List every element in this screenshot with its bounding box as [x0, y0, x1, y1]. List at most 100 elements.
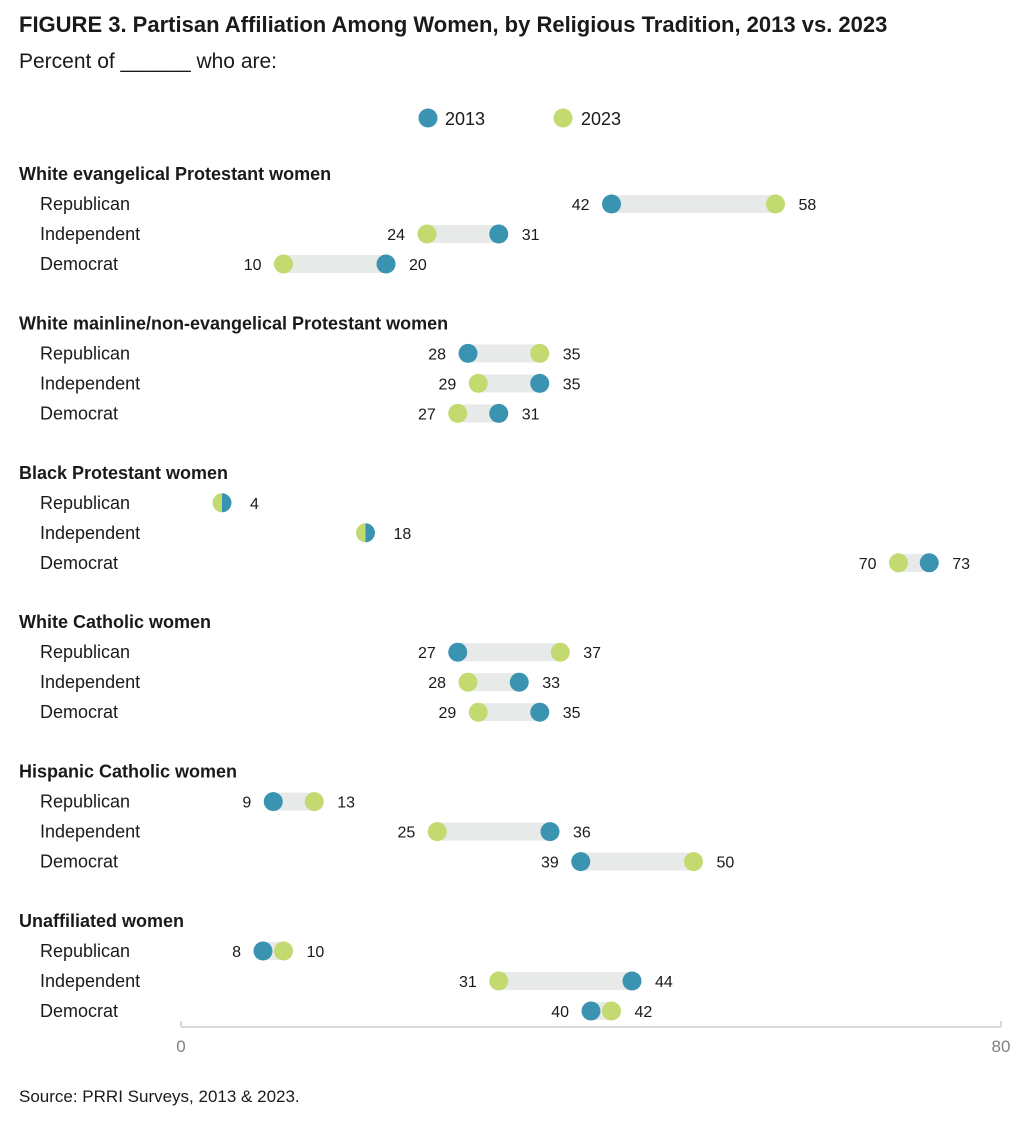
data-label-2023: 13 [337, 795, 355, 812]
point-2023 [766, 194, 785, 214]
row-label: Republican [40, 941, 130, 961]
group-title: White Catholic women [19, 612, 211, 632]
data-label-2023: 25 [397, 825, 415, 842]
row-label: Independent [40, 373, 140, 393]
data-label-2023: 29 [438, 376, 456, 393]
point-2013 [489, 224, 509, 244]
data-label-2023: 28 [428, 675, 446, 692]
range-bar [498, 972, 632, 990]
row-label: Republican [40, 792, 130, 812]
point-2013 [489, 403, 509, 423]
legend-marker-2013 [418, 108, 438, 128]
point-2013 [540, 822, 560, 842]
point-2013 [622, 971, 642, 991]
point-2013 [530, 373, 550, 393]
range-bar [427, 225, 499, 243]
data-label-2013: 39 [541, 855, 559, 872]
data-label-2023: 29 [438, 705, 456, 722]
x-tick-label: 80 [992, 1037, 1011, 1056]
legend-marker-2023 [553, 108, 573, 128]
row-label: Democrat [40, 403, 118, 423]
data-label-2023: 42 [635, 1004, 653, 1021]
range-bar [468, 344, 540, 363]
row-label: Independent [40, 672, 140, 692]
row-label: Republican [40, 194, 130, 214]
data-label-2023: 10 [307, 944, 325, 961]
point-2023 [602, 1001, 621, 1021]
range-bar [611, 195, 776, 213]
group-title: Hispanic Catholic women [19, 762, 237, 782]
point-2023 [458, 672, 478, 692]
chart-title: FIGURE 3. Partisan Affiliation Among Wom… [19, 12, 888, 37]
point-2023 [304, 792, 324, 812]
data-label-2023: 31 [459, 974, 477, 991]
range-bar [457, 643, 561, 662]
row-label: Independent [40, 224, 140, 244]
data-label-2013: 40 [551, 1004, 569, 1021]
data-label-2013: 28 [428, 346, 446, 363]
data-label-2023: 58 [799, 197, 817, 214]
data-label-2023: 27 [418, 406, 436, 423]
range-bar [580, 852, 694, 871]
data-label-2023: 24 [387, 227, 405, 244]
source-note: Source: PRRI Surveys, 2013 & 2023. [19, 1087, 300, 1106]
point-2013 [253, 941, 273, 961]
data-label-2023: 37 [583, 645, 601, 662]
point-2013 [509, 672, 529, 692]
point-2023 [468, 702, 488, 722]
row-label: Independent [40, 971, 140, 991]
point-2023 [427, 822, 447, 842]
row-label: Democrat [40, 1001, 118, 1021]
point-2013 [581, 1001, 601, 1021]
data-label-2023: 70 [859, 556, 877, 573]
data-label-2013: 31 [522, 406, 540, 423]
data-label-2013: 33 [542, 675, 560, 692]
group-title: White mainline/non-evangelical Protestan… [19, 313, 448, 333]
range-bar [273, 792, 315, 811]
row-label: Republican [40, 343, 130, 363]
point-2013 [458, 343, 478, 363]
point-2023 [489, 971, 509, 991]
point-2023 [530, 343, 550, 363]
point-2013 [602, 194, 621, 214]
group-title: Black Protestant women [19, 463, 228, 483]
row-label: Republican [40, 642, 130, 662]
range-bar [478, 374, 540, 393]
point-2023 [684, 852, 703, 872]
range-bar [283, 255, 386, 273]
point-2023 [274, 254, 293, 274]
data-label-2013: 73 [952, 556, 970, 573]
row-label: Independent [40, 822, 140, 842]
point-2013 [448, 642, 468, 662]
group-title: White evangelical Protestant women [19, 164, 331, 184]
chart-subtitle: Percent of ______ who are: [19, 50, 278, 73]
data-label-2023: 35 [563, 346, 581, 363]
data-label-2013: 9 [242, 795, 251, 812]
data-label-2013: 20 [409, 257, 427, 274]
data-label: 18 [394, 526, 412, 543]
row-label: Republican [40, 493, 130, 513]
data-label-2023: 50 [717, 855, 735, 872]
row-label: Democrat [40, 852, 118, 872]
point-2013 [376, 254, 396, 274]
row-label: Democrat [40, 254, 118, 274]
data-label-2013: 35 [563, 376, 581, 393]
range-bar [478, 703, 540, 722]
group-title: Unaffiliated women [19, 911, 184, 931]
point-2023 [550, 642, 570, 662]
point-2013-2023 [212, 493, 232, 513]
data-label-2013: 42 [572, 197, 590, 214]
point-2013 [571, 852, 591, 872]
point-2013 [263, 792, 283, 812]
point-2023 [468, 373, 488, 393]
range-bar [468, 673, 520, 692]
row-label: Democrat [40, 553, 118, 573]
row-label: Democrat [40, 702, 118, 722]
row-label: Independent [40, 523, 140, 543]
range-bar [457, 404, 499, 423]
data-label-2013: 44 [655, 974, 673, 991]
point-2013 [530, 702, 550, 722]
data-label-2023: 10 [244, 257, 262, 274]
data-label-2013: 27 [418, 645, 436, 662]
